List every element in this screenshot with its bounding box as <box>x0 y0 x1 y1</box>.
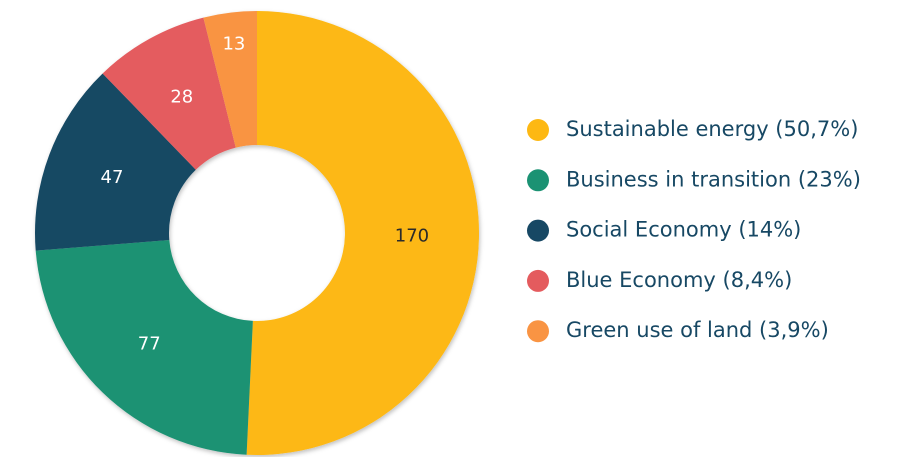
value-label: 13 <box>222 33 245 54</box>
legend-swatch <box>527 169 549 192</box>
legend-label: Blue Economy (8,4%) <box>566 268 792 292</box>
value-label: 28 <box>170 86 193 107</box>
slice <box>102 17 236 170</box>
slice <box>246 10 480 455</box>
legend-swatch <box>527 219 549 242</box>
slice <box>35 240 253 455</box>
value-label: 47 <box>101 167 124 188</box>
value-label: 170 <box>395 226 429 247</box>
slice <box>34 73 196 251</box>
legend-swatch <box>527 269 549 292</box>
donut <box>34 10 480 455</box>
value-label: 77 <box>138 333 161 354</box>
legend-label: Social Economy (14%) <box>566 218 801 242</box>
legend-label: Business in transition (23%) <box>566 167 861 191</box>
legend-swatch <box>527 320 549 343</box>
legend-label: Sustainable energy (50,7%) <box>566 117 858 141</box>
legend-label: Green use of land (3,9%) <box>566 318 829 342</box>
slice <box>203 11 257 148</box>
legend-swatch <box>527 119 549 141</box>
